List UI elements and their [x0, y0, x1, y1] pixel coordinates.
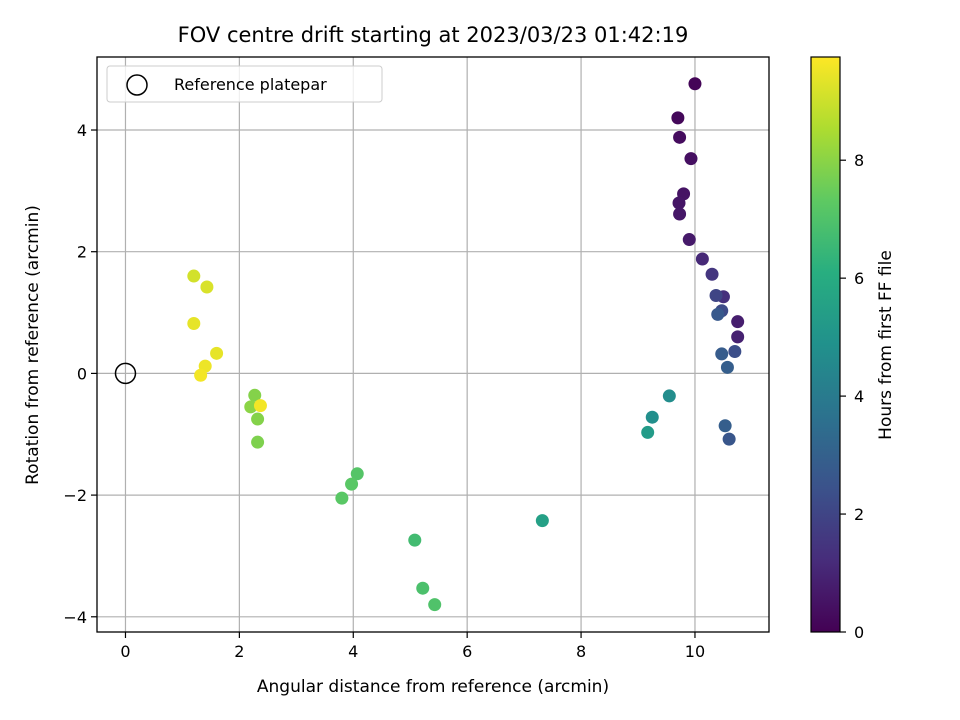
data-points [114, 77, 745, 612]
reference-platepar-marker [114, 362, 137, 385]
legend-box [106, 65, 383, 103]
data-point [187, 317, 201, 331]
colorbar-label: Hours from first FF file [876, 250, 896, 440]
data-point [662, 389, 676, 403]
y-tick-label: −2 [63, 486, 87, 505]
y-tick-label: 4 [77, 121, 87, 140]
data-point [720, 360, 734, 374]
data-point [641, 425, 655, 439]
data-point [535, 514, 549, 528]
data-point [715, 347, 729, 361]
colorbar-tick-label: 6 [854, 269, 864, 288]
legend-marker-reference [126, 74, 148, 96]
x-tick-label: 10 [685, 642, 705, 661]
data-point [672, 196, 686, 210]
data-point [251, 435, 265, 449]
data-point [722, 432, 736, 446]
data-point [731, 330, 745, 344]
data-point [187, 269, 201, 283]
data-point [684, 152, 698, 166]
data-point [200, 280, 214, 294]
x-tick-label: 8 [576, 642, 586, 661]
data-point [416, 581, 430, 595]
y-tick-label: 0 [77, 364, 87, 383]
data-point [671, 111, 685, 125]
data-point [251, 412, 265, 426]
data-point [682, 233, 696, 247]
data-point [709, 289, 723, 303]
y-axis-ticks: −4 −2 0 2 4 [63, 121, 97, 627]
data-point [248, 388, 262, 402]
colorbar: 0 2 4 6 8 Hours from first FF file [810, 56, 896, 642]
data-point [253, 399, 267, 413]
data-point [673, 130, 687, 144]
colorbar-tick-label: 8 [854, 151, 864, 170]
y-tick-label: 2 [77, 243, 87, 262]
y-axis-label: Rotation from reference (arcmin) [23, 205, 43, 485]
data-point [645, 410, 659, 424]
data-point [210, 346, 224, 360]
legend: Reference platepar [106, 65, 383, 103]
data-point [350, 467, 364, 481]
data-point [688, 77, 702, 91]
data-point [345, 477, 359, 491]
data-point [408, 533, 422, 547]
data-point [718, 419, 732, 433]
x-tick-label: 0 [120, 642, 130, 661]
grid-lines [97, 57, 769, 632]
x-axis-label: Angular distance from reference (arcmin) [257, 677, 609, 697]
colorbar-tick-label: 0 [854, 623, 864, 642]
colorbar-tick-label: 4 [854, 387, 864, 406]
x-tick-label: 6 [462, 642, 472, 661]
plot-frame [96, 56, 770, 633]
x-tick-label: 4 [348, 642, 358, 661]
colorbar-gradient [810, 56, 841, 633]
y-tick-label: −4 [63, 608, 87, 627]
data-point [673, 207, 687, 221]
data-point [194, 368, 208, 382]
chart-title: FOV centre drift starting at 2023/03/23 … [178, 23, 689, 47]
data-point [695, 252, 709, 266]
legend-label-reference: Reference platepar [174, 75, 327, 94]
data-point [711, 307, 725, 321]
x-tick-label: 2 [234, 642, 244, 661]
colorbar-tick-label: 2 [854, 505, 864, 524]
x-axis-ticks: 0 2 4 6 8 10 [120, 632, 705, 661]
data-point [705, 267, 719, 281]
colorbar-ticks: 0 2 4 6 8 [840, 151, 864, 642]
data-point [428, 598, 442, 612]
data-point [244, 400, 258, 414]
data-point [731, 315, 745, 329]
data-point [728, 344, 742, 358]
data-point [335, 491, 349, 505]
